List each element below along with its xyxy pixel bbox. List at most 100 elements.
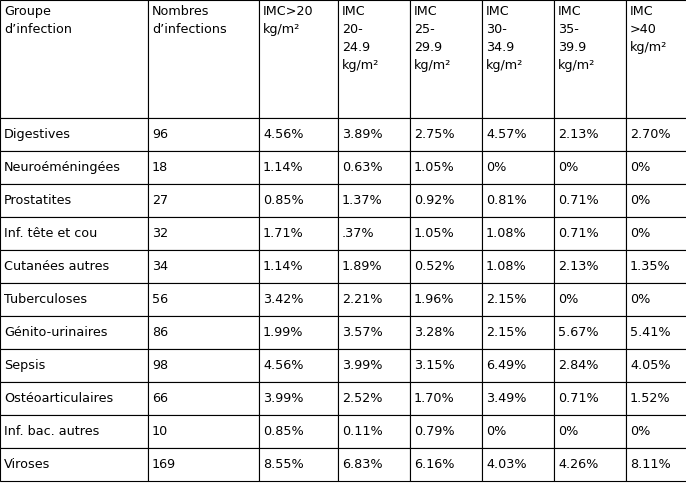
Text: 1.89%: 1.89% bbox=[342, 260, 383, 273]
Text: 2.15%: 2.15% bbox=[486, 326, 527, 339]
Bar bbox=[338, 283, 410, 316]
Text: Inf. tête et cou: Inf. tête et cou bbox=[4, 227, 97, 240]
Bar bbox=[259, 184, 338, 217]
Text: 1.99%: 1.99% bbox=[263, 326, 303, 339]
Text: 1.14%: 1.14% bbox=[263, 260, 304, 273]
Text: 0%: 0% bbox=[630, 194, 650, 207]
Text: 3.99%: 3.99% bbox=[263, 392, 303, 405]
Text: 0.81%: 0.81% bbox=[486, 194, 527, 207]
Bar bbox=[148, 316, 259, 349]
Bar bbox=[410, 316, 482, 349]
Bar bbox=[0, 0, 148, 118]
Bar bbox=[482, 250, 554, 283]
Bar bbox=[626, 217, 686, 250]
Bar bbox=[259, 316, 338, 349]
Text: 8.55%: 8.55% bbox=[263, 458, 304, 471]
Bar bbox=[259, 151, 338, 184]
Bar bbox=[338, 382, 410, 415]
Text: 0%: 0% bbox=[630, 161, 650, 174]
Bar bbox=[482, 184, 554, 217]
Bar bbox=[410, 415, 482, 448]
Text: Digestives: Digestives bbox=[4, 128, 71, 141]
Text: 0.71%: 0.71% bbox=[558, 194, 599, 207]
Text: 1.05%: 1.05% bbox=[414, 161, 455, 174]
Bar bbox=[626, 448, 686, 481]
Bar bbox=[148, 151, 259, 184]
Text: Génito-urinaires: Génito-urinaires bbox=[4, 326, 108, 339]
Bar bbox=[338, 448, 410, 481]
Text: Ostéoarticulaires: Ostéoarticulaires bbox=[4, 392, 113, 405]
Text: 2.70%: 2.70% bbox=[630, 128, 671, 141]
Bar bbox=[338, 118, 410, 151]
Text: 2.84%: 2.84% bbox=[558, 359, 598, 372]
Text: 0.85%: 0.85% bbox=[263, 425, 304, 438]
Text: 1.08%: 1.08% bbox=[486, 227, 527, 240]
Text: 0.11%: 0.11% bbox=[342, 425, 383, 438]
Text: Tuberculoses: Tuberculoses bbox=[4, 293, 87, 306]
Text: 6.16%: 6.16% bbox=[414, 458, 455, 471]
Text: 32: 32 bbox=[152, 227, 168, 240]
Bar bbox=[148, 250, 259, 283]
Bar bbox=[410, 184, 482, 217]
Text: 2.13%: 2.13% bbox=[558, 260, 599, 273]
Bar bbox=[259, 415, 338, 448]
Bar bbox=[554, 382, 626, 415]
Bar bbox=[0, 349, 148, 382]
Text: 4.03%: 4.03% bbox=[486, 458, 527, 471]
Bar bbox=[410, 448, 482, 481]
Text: 4.56%: 4.56% bbox=[263, 128, 303, 141]
Bar bbox=[626, 151, 686, 184]
Bar bbox=[482, 0, 554, 118]
Bar bbox=[626, 118, 686, 151]
Text: 1.35%: 1.35% bbox=[630, 260, 671, 273]
Text: 169: 169 bbox=[152, 458, 176, 471]
Bar bbox=[338, 316, 410, 349]
Text: 4.05%: 4.05% bbox=[630, 359, 671, 372]
Text: 0.71%: 0.71% bbox=[558, 392, 599, 405]
Bar bbox=[554, 184, 626, 217]
Text: 1.52%: 1.52% bbox=[630, 392, 671, 405]
Text: Viroses: Viroses bbox=[4, 458, 50, 471]
Bar bbox=[148, 217, 259, 250]
Text: 34: 34 bbox=[152, 260, 168, 273]
Bar bbox=[0, 448, 148, 481]
Bar bbox=[626, 250, 686, 283]
Bar bbox=[626, 0, 686, 118]
Bar bbox=[148, 382, 259, 415]
Text: 0.52%: 0.52% bbox=[414, 260, 455, 273]
Text: 86: 86 bbox=[152, 326, 168, 339]
Text: 56: 56 bbox=[152, 293, 168, 306]
Bar bbox=[626, 316, 686, 349]
Text: 1.14%: 1.14% bbox=[263, 161, 304, 174]
Bar bbox=[482, 118, 554, 151]
Text: 96: 96 bbox=[152, 128, 168, 141]
Text: IMC
25-
29.9
kg/m²: IMC 25- 29.9 kg/m² bbox=[414, 5, 451, 72]
Text: Nombres
d’infections: Nombres d’infections bbox=[152, 5, 227, 36]
Text: 1.05%: 1.05% bbox=[414, 227, 455, 240]
Bar bbox=[410, 382, 482, 415]
Bar bbox=[0, 118, 148, 151]
Text: Inf. bac. autres: Inf. bac. autres bbox=[4, 425, 99, 438]
Bar bbox=[338, 349, 410, 382]
Bar bbox=[410, 217, 482, 250]
Bar bbox=[482, 415, 554, 448]
Text: Neuroéméningées: Neuroéméningées bbox=[4, 161, 121, 174]
Bar bbox=[259, 283, 338, 316]
Text: 3.57%: 3.57% bbox=[342, 326, 383, 339]
Bar bbox=[0, 151, 148, 184]
Bar bbox=[554, 448, 626, 481]
Text: 1.08%: 1.08% bbox=[486, 260, 527, 273]
Text: 5.67%: 5.67% bbox=[558, 326, 599, 339]
Text: 10: 10 bbox=[152, 425, 168, 438]
Text: 1.96%: 1.96% bbox=[414, 293, 455, 306]
Text: IMC
30-
34.9
kg/m²: IMC 30- 34.9 kg/m² bbox=[486, 5, 523, 72]
Text: 3.42%: 3.42% bbox=[263, 293, 303, 306]
Text: 3.49%: 3.49% bbox=[486, 392, 526, 405]
Bar bbox=[0, 415, 148, 448]
Text: 3.89%: 3.89% bbox=[342, 128, 383, 141]
Text: 1.70%: 1.70% bbox=[414, 392, 455, 405]
Text: 0%: 0% bbox=[630, 425, 650, 438]
Bar bbox=[0, 184, 148, 217]
Bar bbox=[410, 0, 482, 118]
Text: 8.11%: 8.11% bbox=[630, 458, 671, 471]
